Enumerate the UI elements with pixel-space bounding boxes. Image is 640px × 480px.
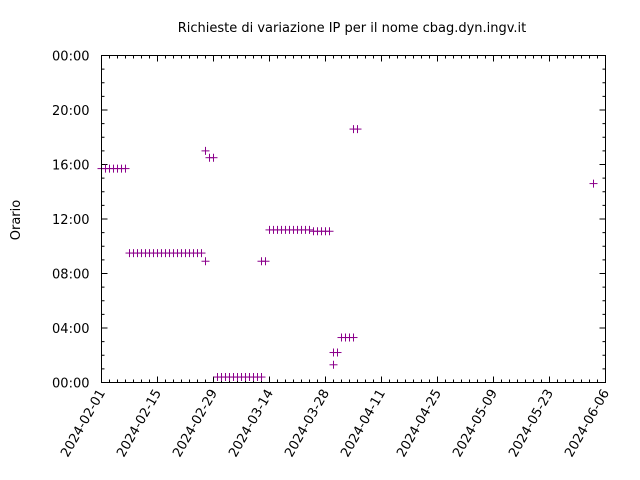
x-tick-label: 2024-03-28	[282, 387, 333, 460]
y-tick-label: 00:00	[52, 50, 89, 65]
x-tick-label: 2024-02-15	[114, 387, 165, 460]
data-point	[209, 153, 218, 162]
y-axis-label: Orario	[9, 200, 24, 241]
x-tick-label: 2024-04-11	[338, 387, 389, 460]
x-tick-label: 2024-02-29	[170, 387, 221, 460]
data-point	[257, 373, 266, 382]
data-point	[333, 348, 342, 357]
data-point	[349, 333, 358, 342]
x-tick-label: 2024-03-14	[226, 387, 277, 460]
data-points	[97, 125, 598, 382]
y-tick-label: 12:00	[52, 213, 89, 228]
data-point	[305, 225, 314, 234]
y-tick-label: 16:00	[52, 159, 89, 174]
x-tick-label: 2024-06-06	[562, 387, 613, 460]
plot-frame	[101, 55, 606, 383]
data-point	[261, 257, 270, 266]
data-point	[201, 146, 210, 155]
x-tick-label: 2024-02-01	[58, 387, 109, 460]
x-tick-label: 2024-04-25	[394, 387, 445, 460]
x-tick-label: 2024-05-09	[450, 387, 501, 460]
y-tick-label: 20:00	[52, 104, 89, 119]
x-tick-label: 2024-05-23	[506, 387, 557, 460]
data-point	[589, 179, 598, 188]
data-point	[353, 125, 362, 134]
data-point	[325, 227, 334, 236]
data-point	[329, 360, 338, 369]
chart-title: Richieste di variazione IP per il nome c…	[178, 21, 527, 36]
y-tick-label: 00:00	[52, 377, 89, 392]
data-point	[121, 164, 130, 173]
y-tick-label: 04:00	[52, 322, 89, 337]
tick-labels: 2024-02-01 2024-02-15 2024-02-29 2024-03-14…	[52, 50, 613, 460]
axis-ticks	[101, 55, 606, 383]
data-point	[201, 257, 210, 266]
y-tick-label: 08:00	[52, 268, 89, 283]
data-point	[197, 249, 206, 258]
